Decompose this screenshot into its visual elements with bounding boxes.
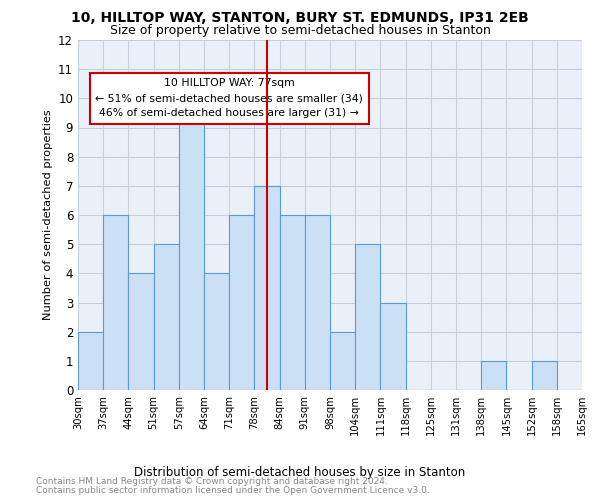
Bar [204,274,229,390]
Bar [481,361,506,390]
Text: Contains public sector information licensed under the Open Government Licence v3: Contains public sector information licen… [36,486,430,495]
Bar [330,332,355,390]
Bar [103,215,128,390]
Bar [154,244,179,390]
Bar [78,332,103,390]
Bar [280,215,305,390]
Bar [380,302,406,390]
Bar [254,186,280,390]
Text: Distribution of semi-detached houses by size in Stanton: Distribution of semi-detached houses by … [134,466,466,479]
Bar [355,244,380,390]
Bar [128,274,154,390]
Bar [179,98,204,390]
Text: 10 HILLTOP WAY: 77sqm
← 51% of semi-detached houses are smaller (34)
46% of semi: 10 HILLTOP WAY: 77sqm ← 51% of semi-deta… [95,78,363,118]
Text: Contains HM Land Registry data © Crown copyright and database right 2024.: Contains HM Land Registry data © Crown c… [36,477,388,486]
Text: Size of property relative to semi-detached houses in Stanton: Size of property relative to semi-detach… [110,24,490,37]
Bar [229,215,254,390]
Y-axis label: Number of semi-detached properties: Number of semi-detached properties [43,110,53,320]
Bar [532,361,557,390]
Text: 10, HILLTOP WAY, STANTON, BURY ST. EDMUNDS, IP31 2EB: 10, HILLTOP WAY, STANTON, BURY ST. EDMUN… [71,12,529,26]
Bar [305,215,330,390]
